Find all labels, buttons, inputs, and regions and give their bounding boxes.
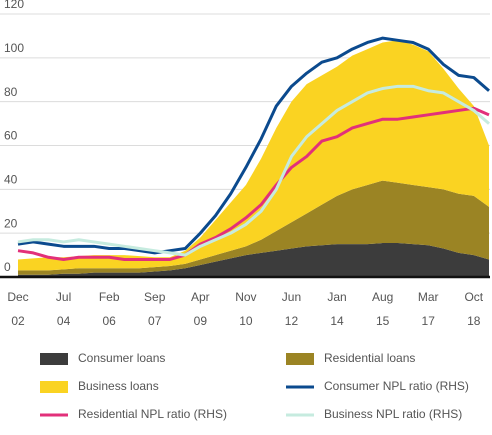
- x-tick-label: Feb 06: [99, 290, 120, 328]
- x-tick-label: Oct 18: [464, 290, 483, 328]
- x-tick-label: Aug 15: [372, 290, 393, 328]
- x-tick-label: Jul 04: [56, 290, 71, 328]
- x-tick-label: Nov 10: [235, 290, 256, 328]
- legend-label: Consumer loans: [78, 351, 165, 365]
- y-tick-label: 100: [4, 41, 24, 55]
- y-tick-label: 0: [4, 260, 11, 274]
- legend-swatch: [40, 381, 68, 393]
- y-tick-label: 20: [4, 216, 18, 230]
- area: [18, 180, 489, 275]
- y-tick-label: 40: [4, 173, 18, 187]
- legend-label: Business NPL ratio (RHS): [324, 407, 462, 421]
- x-tick-label: Mar 17: [418, 290, 439, 328]
- legend-label: Residential loans: [324, 351, 415, 365]
- line: [17, 36, 490, 255]
- legend-label: Residential NPL ratio (RHS): [78, 407, 227, 421]
- x-tick-label: Jan 14: [327, 290, 346, 328]
- legend-label: Consumer NPL ratio (RHS): [324, 379, 469, 393]
- legend-label: Business loans: [78, 379, 159, 393]
- x-tick-label: Dec 02: [7, 290, 28, 328]
- y-tick-label: 120: [4, 0, 24, 11]
- y-tick-label: 80: [4, 85, 18, 99]
- x-tick-label: Sep 07: [144, 290, 166, 328]
- legend-swatch: [40, 353, 68, 365]
- line: [17, 84, 490, 257]
- area: [18, 40, 489, 271]
- y-tick-label: 60: [4, 129, 18, 143]
- x-tick-label: Jun 12: [282, 290, 301, 328]
- area: [18, 243, 489, 277]
- line: [17, 106, 490, 261]
- x-tick-label: Apr 09: [191, 290, 210, 328]
- legend-swatch: [286, 353, 314, 365]
